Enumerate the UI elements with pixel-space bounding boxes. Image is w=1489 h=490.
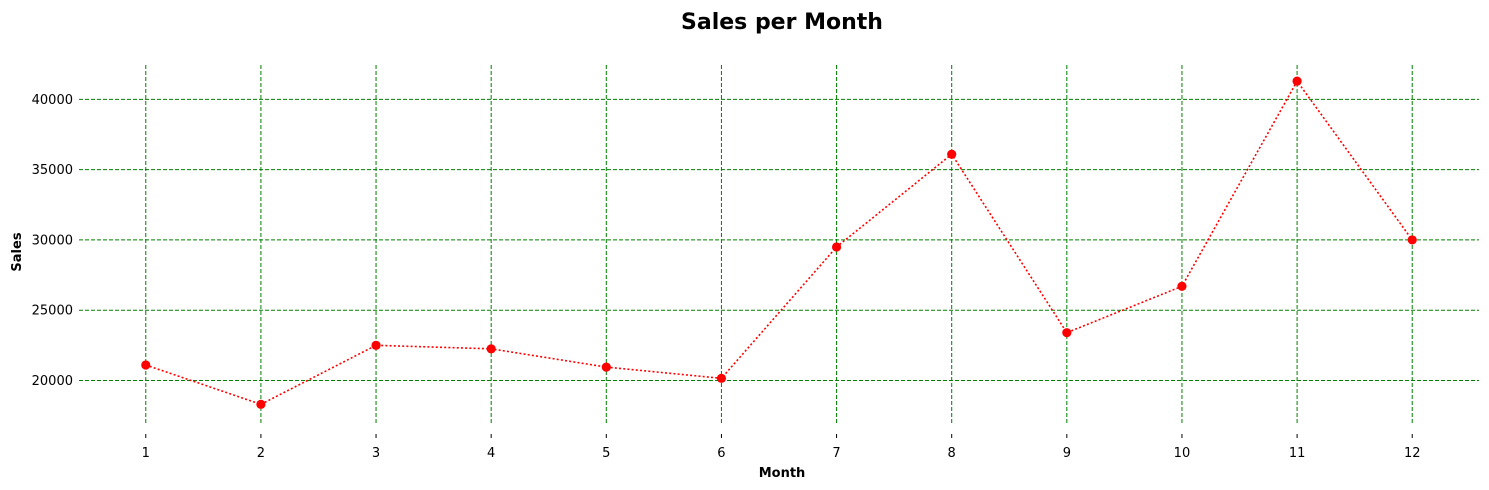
sales-points <box>141 76 1417 409</box>
x-axis-ticks: 1 2 3 4 5 6 7 8 9 10 11 12 <box>142 434 1421 461</box>
y-axis-ticks: 20000 25000 30000 35000 40000 <box>32 93 73 389</box>
x-tick-label-1: 1 <box>142 446 150 461</box>
x-tick-label-11: 11 <box>1289 446 1306 461</box>
chart-title: Sales per Month <box>681 10 883 35</box>
data-point-month-10 <box>1177 281 1187 291</box>
x-tick-label-8: 8 <box>948 446 956 461</box>
data-point-month-4 <box>486 344 496 354</box>
grid-lines <box>79 65 1479 424</box>
x-tick-label-10: 10 <box>1174 446 1191 461</box>
data-point-month-9 <box>1062 328 1072 338</box>
x-tick-label-2: 2 <box>257 446 265 461</box>
y-tick-label-25000: 25000 <box>32 304 73 319</box>
data-point-month-6 <box>716 373 727 383</box>
data-point-month-7 <box>831 242 842 252</box>
x-tick-label-3: 3 <box>372 446 380 461</box>
x-tick-label-7: 7 <box>832 446 840 461</box>
x-axis-label: Month <box>759 466 806 481</box>
sales-series <box>145 79 1413 406</box>
y-axis-label: Sales <box>10 232 25 271</box>
data-point-month-2 <box>256 399 266 409</box>
y-tick-label-30000: 30000 <box>32 233 73 248</box>
x-tick-label-9: 9 <box>1063 446 1071 461</box>
data-point-month-3 <box>371 340 381 350</box>
data-point-month-1 <box>141 360 151 370</box>
data-point-month-11 <box>1292 76 1302 86</box>
y-tick-label-35000: 35000 <box>32 163 73 178</box>
data-point-month-5 <box>601 362 611 372</box>
data-point-month-8 <box>947 149 957 159</box>
y-tick-label-20000: 20000 <box>32 374 73 389</box>
data-point-month-12 <box>1407 235 1417 245</box>
x-tick-label-5: 5 <box>602 446 610 461</box>
series-line-0 <box>145 79 1413 406</box>
x-tick-label-4: 4 <box>487 446 495 461</box>
x-tick-label-6: 6 <box>717 446 725 461</box>
y-tick-label-40000: 40000 <box>32 93 73 108</box>
x-tick-label-12: 12 <box>1404 446 1421 461</box>
